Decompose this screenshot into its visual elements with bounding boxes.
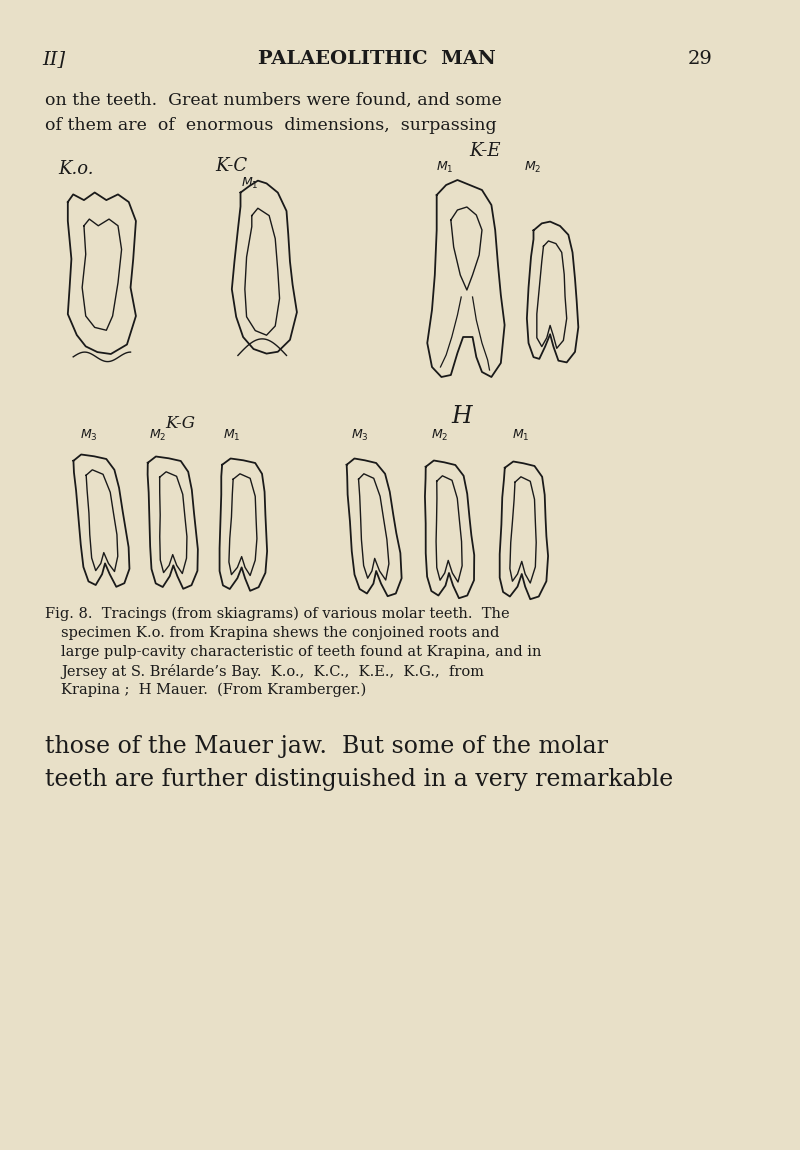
- Text: of them are  of  enormous  dimensions,  surpassing: of them are of enormous dimensions, surp…: [46, 117, 497, 135]
- Text: Fig. 8.  Tracings (from skiagrams) of various molar teeth.  The: Fig. 8. Tracings (from skiagrams) of var…: [46, 607, 510, 621]
- Text: $\mathit{M_1}$: $\mathit{M_1}$: [512, 428, 530, 443]
- Polygon shape: [500, 461, 548, 599]
- Polygon shape: [527, 222, 578, 362]
- Text: on the teeth.  Great numbers were found, and some: on the teeth. Great numbers were found, …: [46, 92, 502, 109]
- Text: K.o.: K.o.: [58, 160, 94, 178]
- Text: $\mathit{M_3}$: $\mathit{M_3}$: [351, 428, 369, 443]
- Text: $\mathit{M_1}$: $\mathit{M_1}$: [436, 160, 454, 175]
- Text: II]: II]: [42, 49, 66, 68]
- Text: K-E: K-E: [470, 141, 502, 160]
- Text: those of the Mauer jaw.  But some of the molar: those of the Mauer jaw. But some of the …: [46, 735, 608, 758]
- Text: Jersey at S. Brélarde’s Bay.  K.o.,  K.C.,  K.E.,  K.G.,  from: Jersey at S. Brélarde’s Bay. K.o., K.C.,…: [62, 664, 484, 678]
- Polygon shape: [346, 459, 402, 596]
- Polygon shape: [74, 454, 130, 586]
- Polygon shape: [425, 460, 474, 598]
- Text: K-G: K-G: [165, 415, 195, 432]
- Text: K-C: K-C: [215, 158, 247, 175]
- Text: $\mathit{M_3}$: $\mathit{M_3}$: [80, 428, 98, 443]
- Polygon shape: [427, 181, 505, 377]
- Polygon shape: [219, 459, 267, 591]
- Text: $\mathit{M_2}$: $\mathit{M_2}$: [149, 428, 166, 443]
- Text: Krapina ;  H Mauer.  (From Kramberger.): Krapina ; H Mauer. (From Kramberger.): [62, 683, 366, 697]
- Text: large pulp-cavity characteristic of teeth found at Krapina, and in: large pulp-cavity characteristic of teet…: [62, 645, 542, 659]
- Text: specimen K.o. from Krapina shews the conjoined roots and: specimen K.o. from Krapina shews the con…: [62, 626, 500, 641]
- Text: PALAEOLITHIC  MAN: PALAEOLITHIC MAN: [258, 49, 496, 68]
- Text: 29: 29: [687, 49, 712, 68]
- Text: $\mathit{M_1}$: $\mathit{M_1}$: [222, 428, 240, 443]
- Polygon shape: [232, 181, 297, 353]
- Text: $\mathit{M_1}$: $\mathit{M_1}$: [241, 176, 258, 191]
- Text: teeth are further distinguished in a very remarkable: teeth are further distinguished in a ver…: [46, 768, 674, 791]
- Text: $\mathit{M_2}$: $\mathit{M_2}$: [431, 428, 449, 443]
- Text: $\mathit{M_2}$: $\mathit{M_2}$: [525, 160, 542, 175]
- Text: H: H: [452, 405, 473, 428]
- Polygon shape: [148, 457, 198, 589]
- Polygon shape: [68, 192, 136, 354]
